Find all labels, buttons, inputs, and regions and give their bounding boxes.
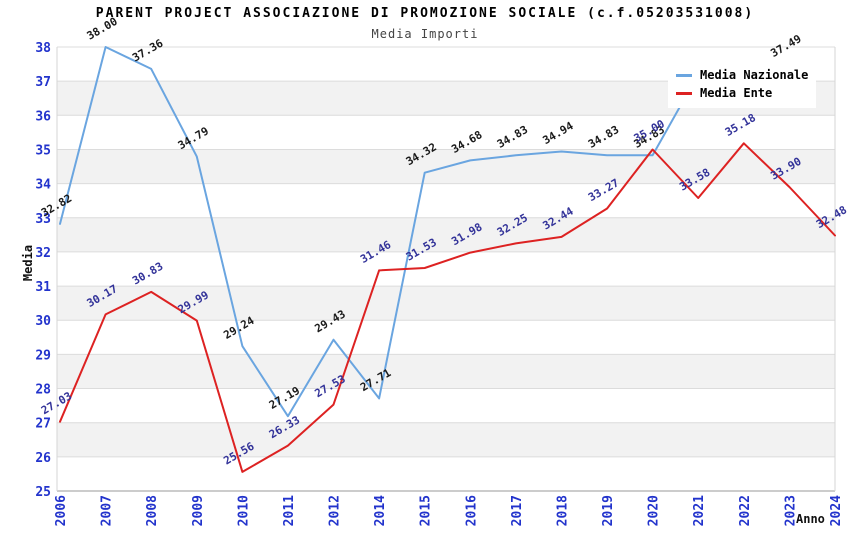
legend-item-media-ente: Media Ente: [676, 84, 808, 102]
x-tick-label: 2014: [373, 495, 388, 526]
x-tick-label: 2010: [236, 495, 251, 526]
y-tick-label: 25: [35, 485, 51, 500]
y-tick-label: 30: [35, 314, 51, 329]
y-tick-label: 35: [35, 143, 51, 158]
media-ente-line-swatch-icon: [676, 91, 692, 95]
x-tick-label: 2009: [191, 495, 206, 526]
y-tick-label: 28: [35, 383, 51, 398]
y-tick-label: 31: [35, 280, 51, 295]
point-label: 34.83: [495, 123, 530, 151]
grid-band: [57, 354, 835, 389]
point-label: 37.36: [130, 36, 166, 64]
grid-band: [57, 286, 835, 321]
y-tick-label: 38: [35, 41, 51, 56]
grid-band: [57, 217, 835, 252]
series-line-media-nazionale: [59, 46, 791, 418]
grid-band: [57, 422, 835, 457]
x-tick-label: 2022: [738, 495, 753, 526]
x-tick-label: 2024: [829, 495, 844, 526]
legend-label-media-nazionale: Media Nazionale: [700, 68, 809, 82]
media-nazionale-line-swatch-icon: [676, 73, 692, 77]
x-axis-title: Anno: [796, 512, 825, 526]
legend-label-media-ente: Media Ente: [700, 86, 773, 100]
x-tick-label: 2008: [145, 495, 160, 526]
y-tick-label: 27: [35, 417, 51, 432]
chart-title: PARENT PROJECT ASSOCIAZIONE DI PROMOZION…: [95, 6, 755, 21]
point-label: 34.83: [586, 123, 621, 151]
legend-item-media-nazionale: Media Nazionale: [676, 66, 808, 84]
point-label: 30.83: [130, 260, 165, 288]
x-tick-label: 2011: [282, 495, 297, 526]
x-tick-label: 2020: [647, 495, 662, 526]
x-tick-label: 2016: [464, 495, 479, 526]
legend: Media Nazionale Media Ente: [668, 60, 816, 108]
x-tick-label: 2023: [783, 495, 798, 526]
point-label: 37.49: [768, 32, 803, 60]
y-tick-label: 36: [35, 109, 51, 124]
x-tick-label: 2021: [692, 495, 707, 526]
point-label: 34.94: [540, 119, 576, 147]
x-tick-label: 2006: [54, 495, 69, 526]
x-tick-label: 2019: [601, 495, 616, 526]
y-axis-title: Media: [21, 244, 35, 282]
series-line-media-ente: [59, 142, 836, 473]
chart-subtitle: Media Importi: [371, 27, 479, 41]
x-tick-label: 2015: [419, 495, 434, 526]
y-tick-label: 37: [35, 75, 51, 90]
y-tick-label: 29: [35, 348, 51, 363]
x-tick-label: 2018: [555, 495, 570, 526]
y-tick-label: 34: [35, 178, 51, 193]
x-tick-label: 2012: [328, 495, 343, 526]
y-tick-label: 26: [35, 451, 51, 466]
x-tick-label: 2007: [100, 495, 115, 526]
y-tick-label: 32: [35, 246, 51, 261]
point-label: 38.00: [85, 15, 120, 43]
x-tick-label: 2017: [510, 495, 525, 526]
y-tick-label: 33: [35, 212, 51, 227]
